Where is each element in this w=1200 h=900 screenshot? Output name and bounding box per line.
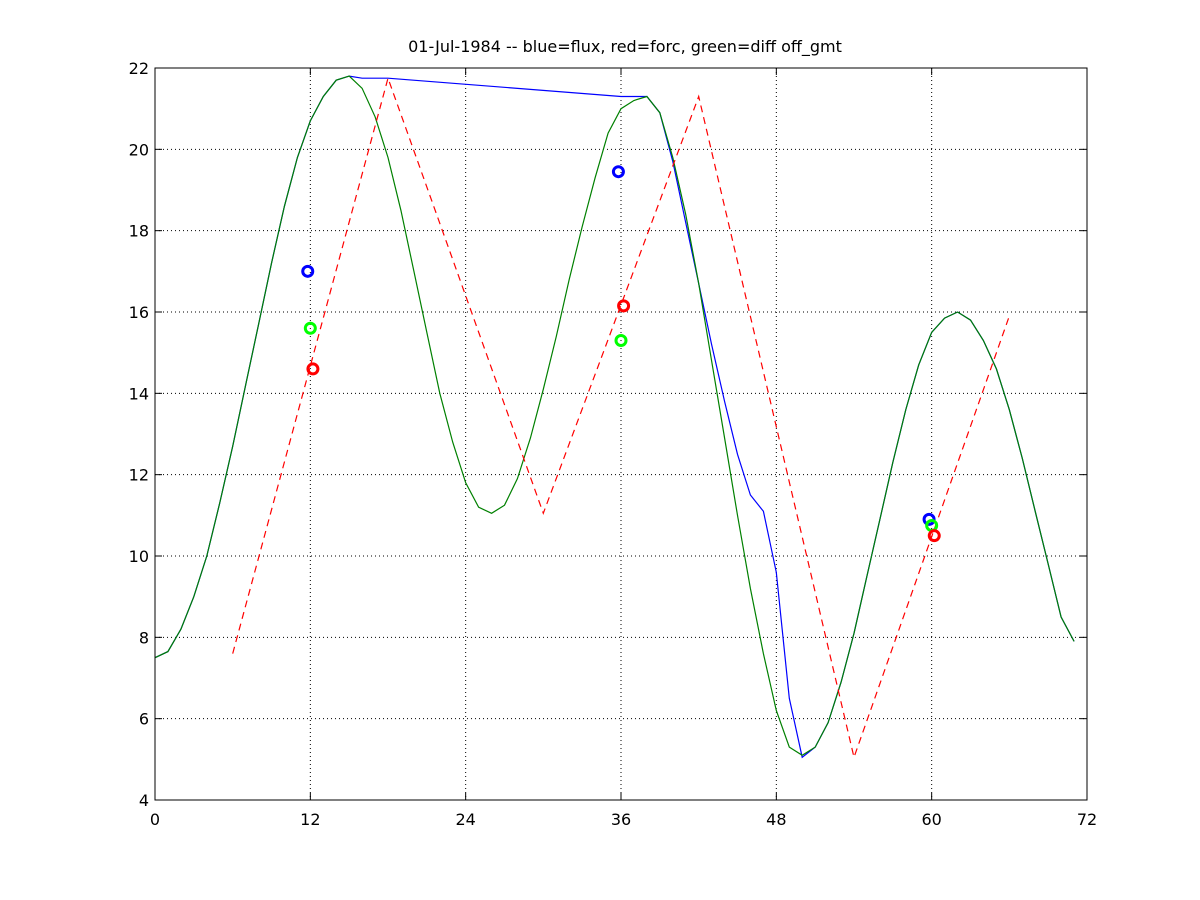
x-tick-label: 36 (611, 810, 631, 829)
y-tick-label: 16 (129, 303, 149, 322)
y-tick-label: 22 (129, 59, 149, 78)
series-line-2 (232, 76, 1010, 760)
series-line-1 (154, 75, 1075, 757)
data-marker (306, 362, 320, 376)
axes-box (154, 67, 1088, 801)
data-markers (301, 165, 941, 543)
data-marker (301, 264, 315, 278)
data-marker (925, 519, 939, 532)
y-tick-label: 12 (129, 466, 149, 485)
series-line-0 (154, 75, 1075, 759)
data-marker (611, 165, 625, 179)
data-marker (927, 529, 941, 543)
data-marker (614, 333, 628, 347)
y-tick-label: 18 (129, 222, 149, 241)
grid-lines (155, 68, 1087, 800)
x-tick-label: 12 (300, 810, 320, 829)
data-marker (617, 299, 631, 313)
data-marker (922, 512, 936, 526)
y-tick-label: 20 (129, 140, 149, 159)
y-tick-label: 14 (129, 384, 149, 403)
data-marker (303, 321, 317, 335)
x-tick-label: 48 (766, 810, 786, 829)
chart-title: 01-Jul-1984 -- blue=flux, red=forc, gree… (408, 37, 842, 57)
x-tick-label: 60 (921, 810, 941, 829)
data-series (154, 75, 1075, 760)
y-tick-label: 6 (139, 710, 149, 729)
y-tick-label: 8 (139, 628, 149, 647)
y-tick-label: 10 (129, 547, 149, 566)
x-tick-label: 0 (150, 810, 160, 829)
x-tick-label: 24 (455, 810, 475, 829)
axis-ticks: 0 12 24 36 48 60 72 4 6 8 10 12 14 16 18 20 22 (129, 59, 1098, 829)
y-tick-label: 4 (139, 791, 149, 810)
x-tick-label: 72 (1077, 810, 1097, 829)
